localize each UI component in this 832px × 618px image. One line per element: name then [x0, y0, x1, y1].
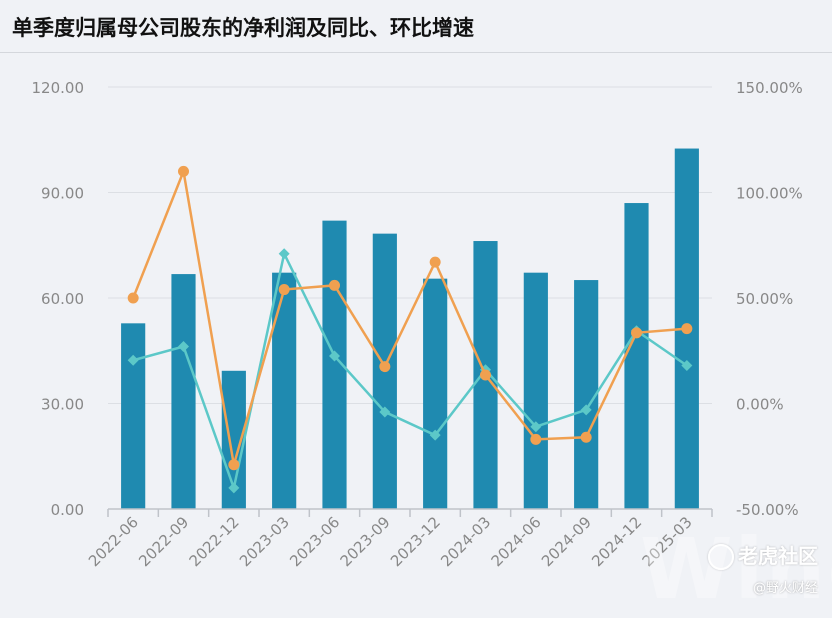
author-watermark: @野火财经: [752, 581, 818, 596]
line-series: [127, 165, 693, 494]
qoq-point: [379, 406, 391, 418]
bar: [272, 272, 297, 509]
brand-text: 老虎社区: [738, 543, 818, 568]
qoq-point: [329, 350, 340, 362]
yoy-line: [132, 166, 687, 466]
yoy-point: [580, 431, 592, 443]
bar: [423, 278, 448, 509]
qoq-line: [132, 249, 688, 493]
bar: [624, 203, 649, 510]
x-tick-label: 2022-12: [186, 513, 243, 570]
qoq-point: [580, 404, 592, 416]
x-tick-label: 2024-03: [437, 513, 494, 570]
y2-tick-label: 150.00%: [736, 79, 803, 97]
yoy-point: [379, 361, 391, 373]
x-tick-label: 2024-06: [488, 513, 545, 570]
y2-tick-label: -50.00%: [736, 501, 799, 519]
grid-lines: [108, 86, 712, 404]
x-tick-label: 2023-06: [286, 513, 343, 570]
yoy-point: [127, 292, 139, 304]
y-tick-label: 30.00: [41, 396, 84, 414]
x-tick-label: 2023-03: [236, 513, 293, 570]
yoy-point: [480, 369, 491, 381]
y2-tick-label: 100.00%: [736, 185, 803, 203]
x-tick-label: 2022-09: [135, 513, 192, 570]
qoq-point: [228, 482, 240, 494]
y-tick-label: 60.00: [41, 290, 84, 308]
x-axis: [107, 508, 713, 517]
yoy-point: [228, 459, 240, 471]
yoy-point: [631, 327, 642, 339]
yoy-point: [530, 433, 542, 445]
y-tick-label: 0.00: [51, 501, 84, 519]
qoq-point: [530, 421, 542, 433]
y-tick-label: 120.00: [32, 79, 85, 97]
y2-tick-label: 0.00%: [736, 396, 784, 414]
bar-series: [121, 148, 699, 510]
qoq-point: [681, 360, 693, 372]
x-tick-label: 2023-09: [337, 513, 394, 570]
bar: [171, 274, 196, 509]
qoq-point: [429, 429, 441, 441]
yoy-point: [329, 279, 340, 291]
x-tick-label: 2024-09: [538, 513, 595, 570]
brand-watermark: 老虎社区: [708, 540, 818, 570]
chart-title: 单季度归属母公司股东的净利润及同比、环比增速: [12, 16, 474, 40]
bar: [523, 272, 548, 509]
yoy-point: [681, 323, 693, 335]
y2-tick-label: 50.00%: [736, 290, 793, 308]
yoy-point: [178, 165, 189, 177]
bar: [574, 280, 599, 509]
qoq-point: [278, 248, 290, 260]
y-tick-label: 90.00: [41, 185, 84, 203]
x-tick-label: 2022-06: [85, 513, 142, 570]
title-divider: [0, 52, 832, 53]
paw-icon: [708, 544, 734, 570]
yoy-point: [429, 256, 441, 268]
x-tick-label: 2023-12: [387, 513, 444, 570]
yoy-point: [278, 284, 290, 296]
wind-watermark: Wind: [640, 520, 832, 618]
qoq-point: [178, 341, 189, 353]
x-tick-label: 2024-12: [588, 513, 645, 570]
qoq-point: [127, 354, 139, 366]
bar: [121, 323, 146, 509]
